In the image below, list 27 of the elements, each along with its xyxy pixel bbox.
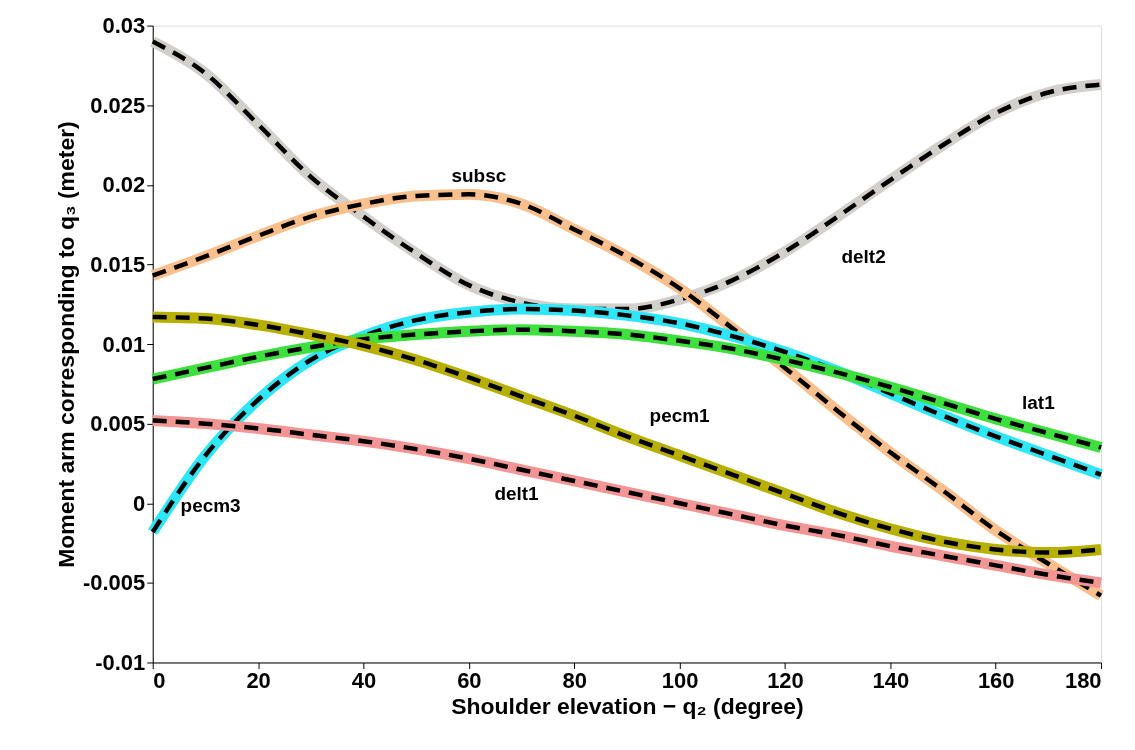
y-tick-label: 0.025 [90,92,146,118]
series-label: delt2 [841,245,886,267]
y-tick-label: 0.03 [102,13,146,39]
x-tick-label: 80 [562,667,587,693]
x-tick-label: 60 [457,667,482,693]
y-tick-label: 0 [133,490,146,516]
series-label: lat1 [1022,392,1056,414]
x-tick-label: 20 [246,667,271,693]
x-tick-label: 140 [872,667,910,693]
y-tick-label: 0.02 [102,172,146,198]
x-tick-label: 40 [351,667,377,693]
series-label: pecm1 [649,404,711,426]
x-tick-label: 180 [1064,667,1102,693]
y-tick-label: -0.01 [95,649,146,675]
y-tick-label: 0.01 [102,331,146,357]
y-tick-label: -0.005 [82,570,146,596]
x-axis-title: Shoulder elevation − q₂ (degree) [451,692,804,719]
x-tick-label: 120 [767,667,804,693]
series-label: pecm3 [180,494,241,516]
x-tick-label: 100 [661,667,699,693]
series-label: delt1 [494,482,540,504]
x-tick-label: 0 [153,667,166,693]
y-axis-title: Moment arm corresponding to q₃ (meter) [52,121,79,568]
y-tick-label: 0.015 [90,251,146,277]
series-label: subsc [451,165,507,187]
x-tick-label: 160 [977,667,1015,693]
y-tick-label: 0.005 [90,411,146,437]
